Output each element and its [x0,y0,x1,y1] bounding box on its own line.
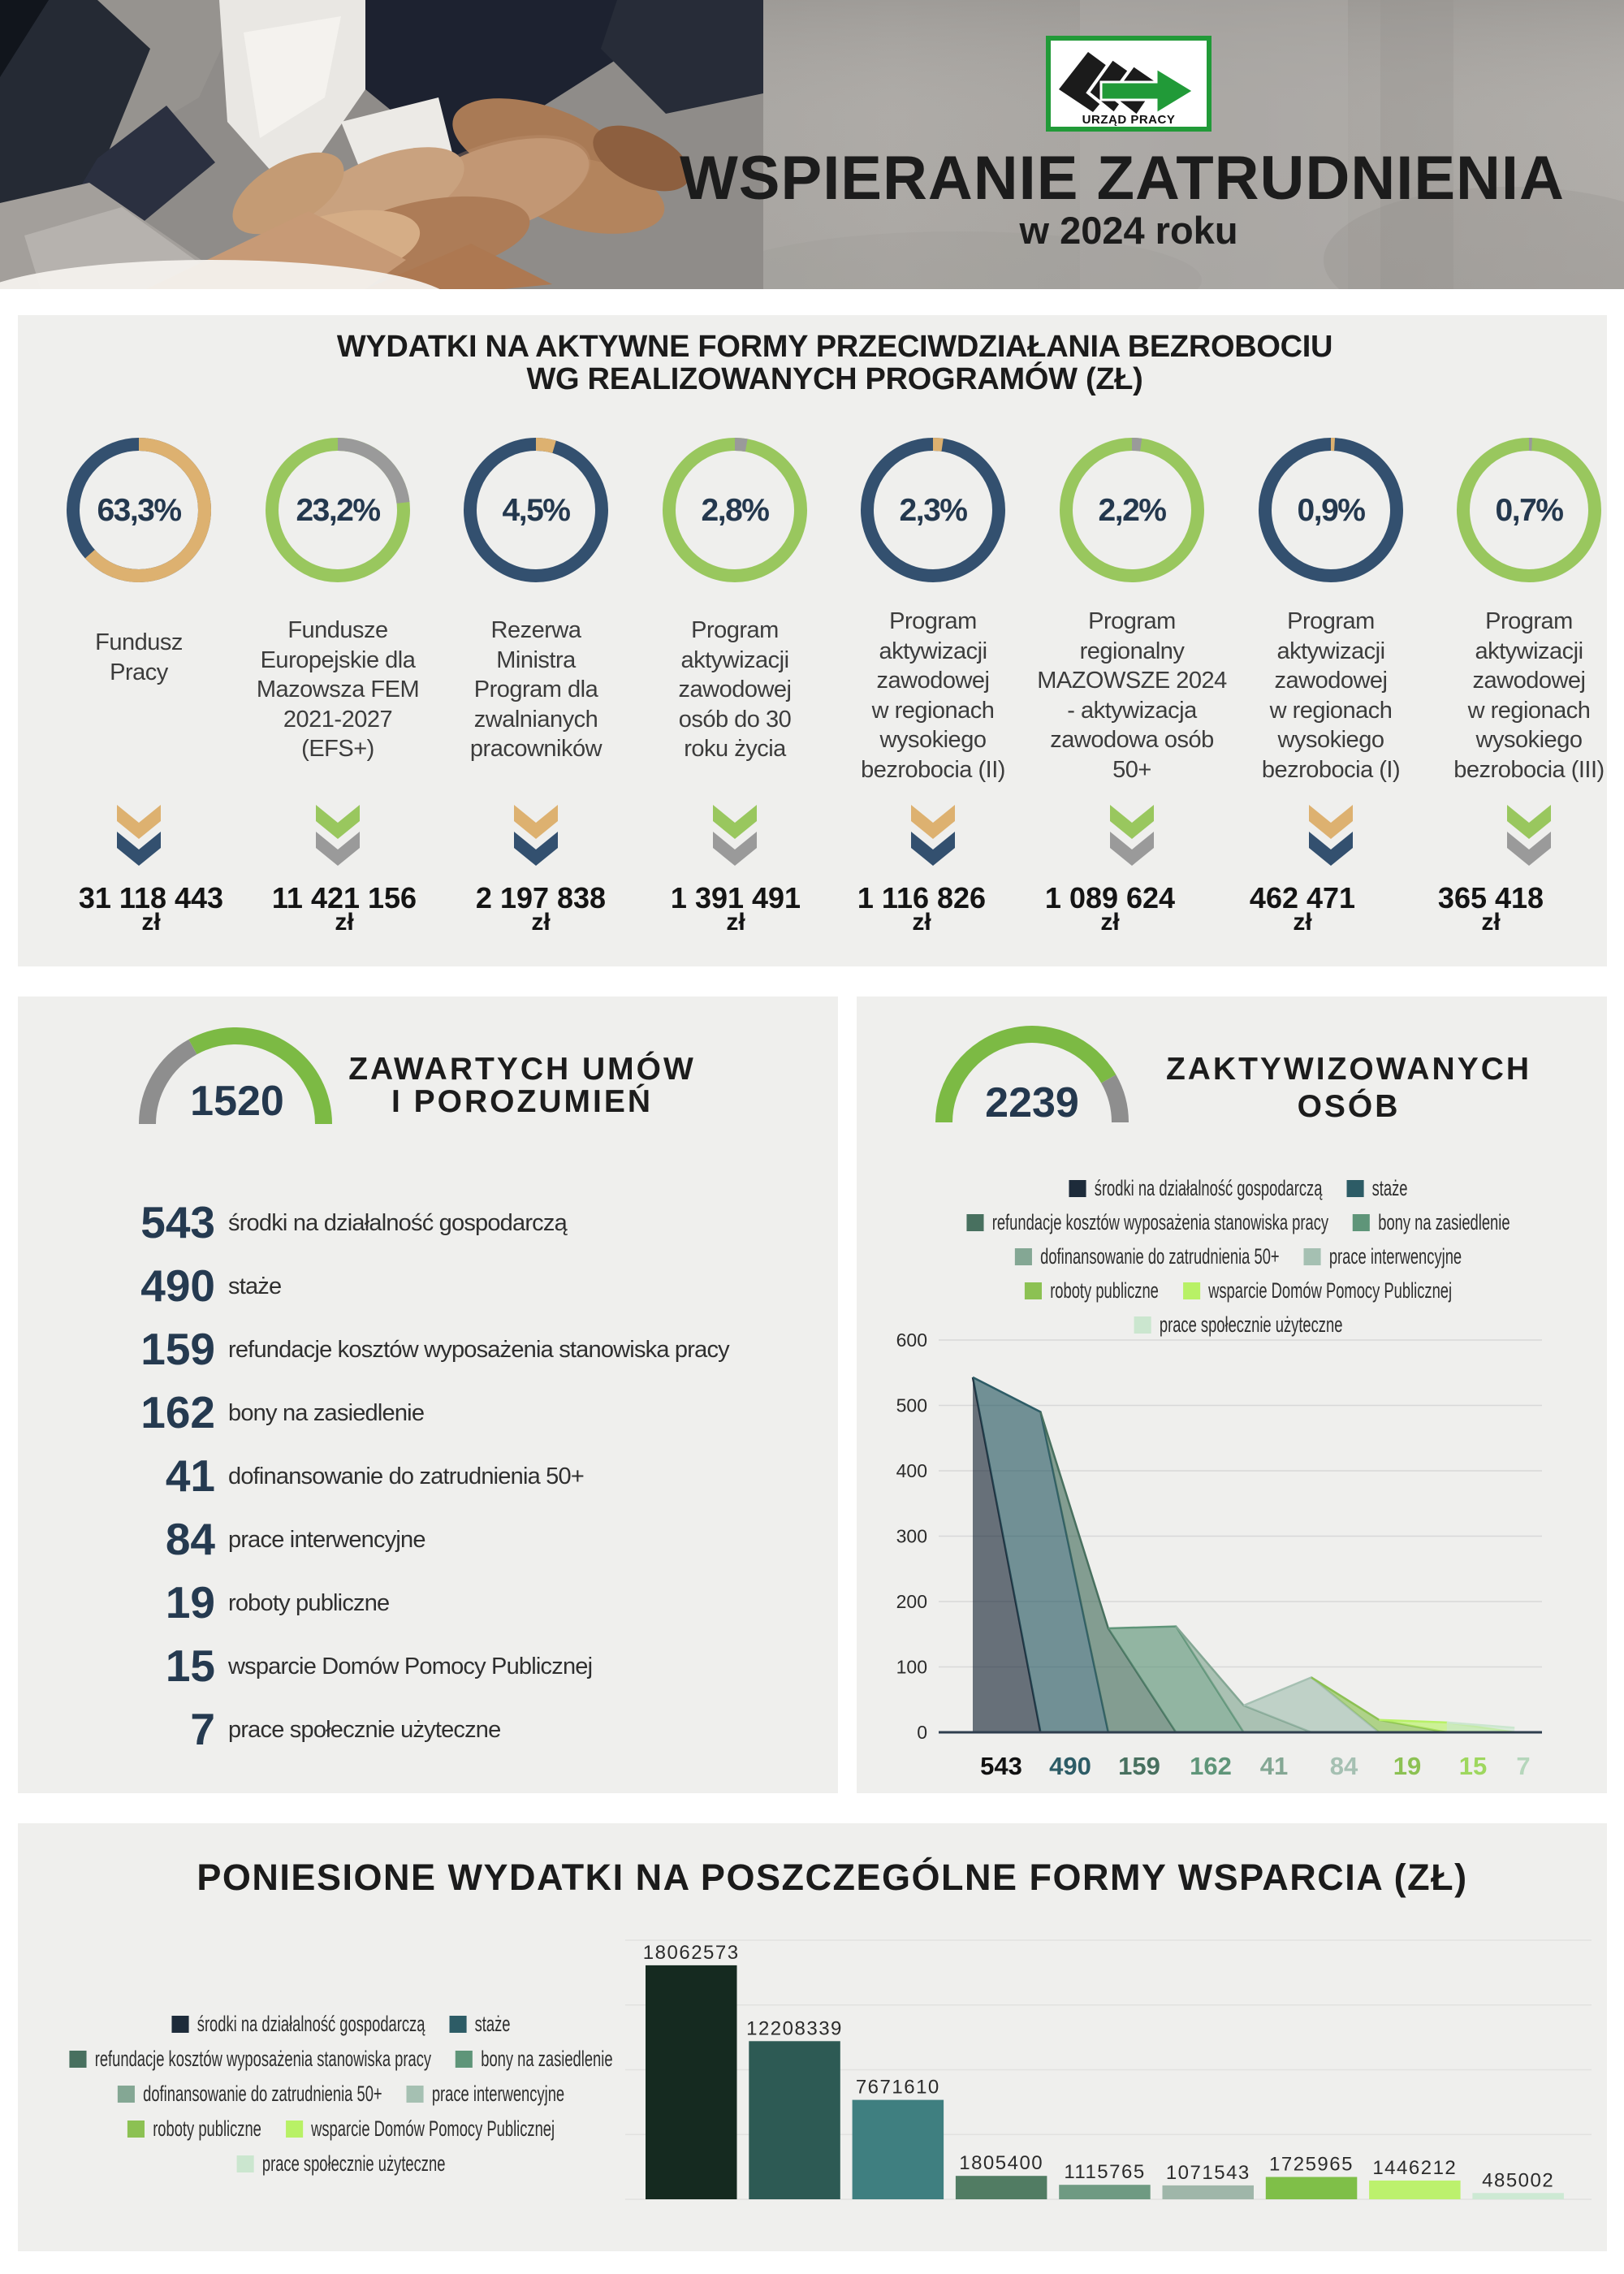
svg-text:1446212: 1446212 [1372,2157,1457,2179]
svg-text:100: 100 [896,1657,927,1678]
svg-text:12208339: 12208339 [746,2017,843,2039]
svg-text:0: 0 [917,1722,927,1743]
svg-text:400: 400 [896,1460,927,1481]
svg-text:1115765: 1115765 [1064,2161,1145,2183]
svg-text:URZĄD PRACY: URZĄD PRACY [1082,113,1176,127]
svg-text:485002: 485002 [1482,2169,1554,2191]
svg-text:7671610: 7671610 [856,2077,940,2099]
svg-text:18062573: 18062573 [643,1942,740,1964]
svg-text:300: 300 [896,1526,927,1547]
svg-text:200: 200 [896,1591,927,1612]
svg-text:1725965: 1725965 [1269,2154,1354,2176]
svg-text:1805400: 1805400 [959,2152,1043,2174]
svg-text:1071543: 1071543 [1166,2162,1250,2184]
svg-text:500: 500 [896,1395,927,1416]
svg-text:600: 600 [896,1329,927,1351]
